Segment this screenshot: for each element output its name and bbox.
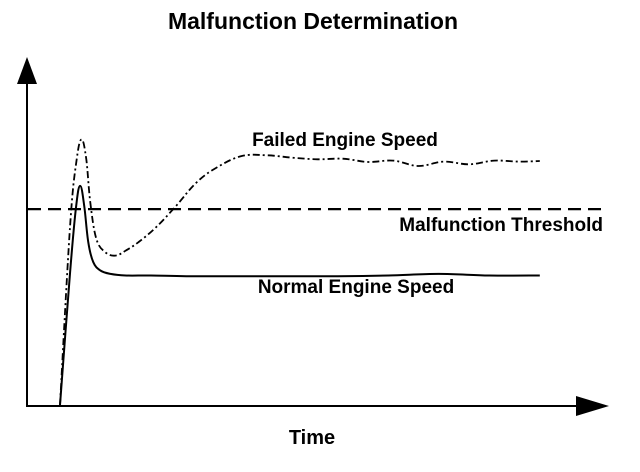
series-line-normal-engine-speed: [59, 184, 540, 406]
x-axis-arrow: [576, 396, 609, 416]
x-axis-label: Time: [289, 427, 335, 449]
series-label-failed-engine-speed: Failed Engine Speed: [252, 130, 438, 151]
series-label-normal-engine-speed: Normal Engine Speed: [258, 277, 454, 298]
chart-title: Malfunction Determination: [168, 8, 458, 34]
axes: [17, 57, 609, 416]
series-line-failed-engine-speed: [59, 138, 540, 406]
y-axis-arrow: [17, 57, 37, 84]
threshold-label: Malfunction Threshold: [399, 215, 603, 236]
